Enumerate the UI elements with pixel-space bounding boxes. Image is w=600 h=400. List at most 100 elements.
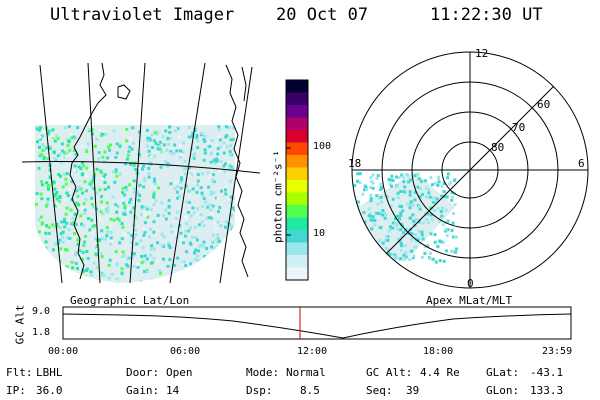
aurora-pixel bbox=[35, 192, 39, 196]
aurora-pixel bbox=[231, 138, 235, 141]
aurora-pixel bbox=[103, 173, 107, 177]
polar-aurora-pixel bbox=[362, 232, 366, 236]
polar-aurora-pixel bbox=[369, 197, 373, 200]
polar-aurora-pixel bbox=[450, 198, 454, 202]
polar-aurora-pixel bbox=[428, 252, 432, 255]
aurora-pixel bbox=[41, 149, 45, 153]
polar-aurora-pixel bbox=[431, 200, 435, 204]
aurora-pixel bbox=[203, 140, 207, 143]
aurora-pixel bbox=[101, 207, 105, 211]
aurora-pixel bbox=[39, 126, 42, 130]
aurora-pixel bbox=[138, 194, 142, 198]
polar-aurora-pixel bbox=[376, 174, 380, 178]
polar-aurora-pixel bbox=[421, 192, 425, 196]
aurora-pixel bbox=[183, 234, 187, 238]
polar-aurora-pixel bbox=[391, 226, 395, 230]
aurora-pixel bbox=[228, 126, 232, 130]
aurora-pixel bbox=[101, 129, 105, 133]
polar-aurora-pixel bbox=[391, 197, 395, 201]
colorbar-segment bbox=[286, 142, 308, 156]
polar-aurora-pixel bbox=[396, 214, 400, 218]
aurora-pixel bbox=[185, 222, 189, 226]
aurora-pixel bbox=[191, 187, 195, 191]
aurora-pixel bbox=[124, 162, 128, 166]
aurora-pixel bbox=[157, 285, 160, 288]
polar-aurora-pixel bbox=[356, 200, 360, 204]
aurora-pixel bbox=[90, 196, 94, 200]
aurora-pixel bbox=[72, 135, 76, 139]
aurora-pixel bbox=[54, 159, 58, 162]
aurora-pixel bbox=[124, 188, 128, 192]
aurora-pixel bbox=[72, 221, 76, 225]
aurora-pixel bbox=[224, 269, 228, 273]
aurora-pixel bbox=[112, 170, 116, 174]
aurora-pixel bbox=[185, 250, 189, 254]
aurora-pixel bbox=[76, 267, 80, 270]
aurora-pixel bbox=[174, 230, 178, 234]
aurora-pixel bbox=[172, 151, 176, 155]
polar-aurora-pixel bbox=[370, 227, 374, 231]
polar-aurora-pixel bbox=[442, 259, 446, 263]
aurora-pixel bbox=[224, 225, 227, 229]
polar-aurora-pixel bbox=[442, 190, 446, 193]
polar-aurora-pixel bbox=[362, 258, 366, 262]
aurora-pixel bbox=[216, 245, 220, 249]
aurora-pixel bbox=[178, 194, 182, 198]
polar-aurora-pixel bbox=[418, 204, 421, 208]
polar-aurora-pixel bbox=[420, 233, 424, 237]
colorbar-segment bbox=[286, 205, 308, 219]
aurora-pixel bbox=[51, 223, 55, 227]
aurora-pixel bbox=[101, 155, 105, 159]
aurora-pixel bbox=[167, 241, 171, 245]
aurora-pixel bbox=[175, 210, 179, 214]
aurora-pixel bbox=[94, 237, 97, 240]
aurora-pixel bbox=[97, 151, 101, 155]
aurora-pixel bbox=[192, 156, 196, 160]
aurora-pixel bbox=[131, 141, 135, 145]
polar-aurora-pixel bbox=[433, 209, 436, 213]
aurora-pixel bbox=[81, 257, 84, 261]
polar-aurora-pixel bbox=[402, 253, 406, 257]
aurora-pixel bbox=[64, 270, 68, 274]
aurora-pixel bbox=[86, 217, 90, 220]
polar-aurora-pixel bbox=[361, 222, 365, 226]
coastline bbox=[69, 62, 249, 280]
aurora-pixel bbox=[62, 151, 66, 155]
observation-date: 20 Oct 07 bbox=[276, 5, 369, 25]
aurora-pixel bbox=[55, 222, 59, 226]
aurora-pixel bbox=[114, 285, 117, 288]
aurora-pixel bbox=[181, 150, 185, 154]
aurora-pixel bbox=[196, 173, 200, 177]
polar-aurora-pixel bbox=[393, 255, 397, 259]
aurora-pixel bbox=[223, 280, 227, 283]
aurora-pixel bbox=[98, 188, 102, 192]
polar-aurora-pixel bbox=[433, 233, 437, 237]
aurora-pixel bbox=[153, 182, 157, 186]
polar-aurora-pixel bbox=[352, 208, 355, 212]
aurora-pixel bbox=[106, 208, 110, 212]
aurora-pixel bbox=[234, 260, 235, 264]
aurora-pixel bbox=[107, 276, 111, 280]
aurora-pixel bbox=[45, 224, 48, 228]
aurora-pixel bbox=[86, 256, 90, 260]
aurora-pixel bbox=[206, 171, 210, 175]
aurora-pixel bbox=[187, 126, 191, 129]
mlat-label-70: 70 bbox=[512, 121, 526, 134]
aurora-pixel bbox=[122, 253, 126, 257]
polar-aurora-pixel bbox=[386, 195, 390, 199]
aurora-pixel bbox=[150, 133, 154, 137]
aurora-pixel bbox=[216, 220, 220, 224]
aurora-pixel bbox=[143, 231, 147, 234]
aurora-pixel bbox=[70, 222, 74, 226]
polar-aurora-pixel bbox=[384, 235, 388, 239]
aurora-pixel bbox=[123, 206, 127, 209]
aurora-pixel bbox=[192, 211, 196, 215]
polar-aurora-pixel bbox=[369, 193, 373, 197]
aurora-pixel bbox=[143, 176, 147, 180]
polar-aurora-pixel bbox=[436, 244, 440, 248]
aurora-pixel bbox=[70, 136, 74, 140]
polar-aurora-pixel bbox=[421, 237, 425, 241]
aurora-pixel bbox=[194, 258, 198, 261]
meridian-line bbox=[169, 62, 206, 284]
polar-aurora-pixel bbox=[450, 195, 454, 199]
